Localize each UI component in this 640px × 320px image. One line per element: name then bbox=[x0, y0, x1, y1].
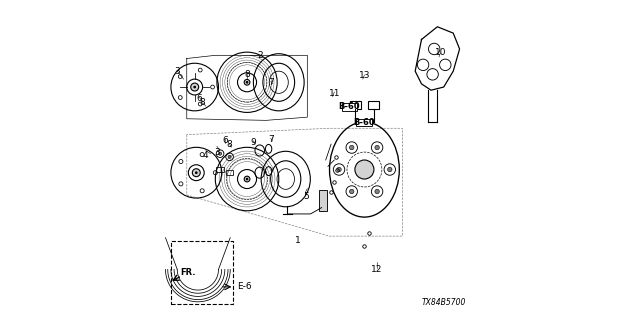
Bar bbox=[216, 167, 224, 172]
Text: 7: 7 bbox=[268, 135, 274, 144]
Text: TX84B5700: TX84B5700 bbox=[422, 298, 466, 307]
Circle shape bbox=[228, 155, 231, 158]
Text: 4: 4 bbox=[203, 151, 209, 160]
Text: 12: 12 bbox=[371, 265, 383, 274]
Text: 13: 13 bbox=[358, 71, 370, 80]
Text: 5: 5 bbox=[303, 192, 308, 201]
Circle shape bbox=[246, 178, 248, 180]
Circle shape bbox=[375, 145, 380, 150]
Circle shape bbox=[349, 189, 354, 194]
Text: B-60: B-60 bbox=[353, 118, 375, 127]
Text: 1: 1 bbox=[295, 236, 301, 245]
Circle shape bbox=[192, 169, 200, 177]
Text: 9: 9 bbox=[250, 138, 256, 147]
Circle shape bbox=[337, 167, 341, 172]
Bar bbox=[171, 241, 233, 304]
Circle shape bbox=[246, 82, 248, 83]
Bar bbox=[342, 103, 356, 110]
Text: 11: 11 bbox=[328, 89, 340, 98]
Text: 6: 6 bbox=[196, 94, 202, 103]
Circle shape bbox=[355, 160, 374, 179]
Text: 8: 8 bbox=[200, 99, 205, 108]
Circle shape bbox=[194, 86, 195, 88]
Text: E-6: E-6 bbox=[237, 282, 252, 292]
Bar bbox=[356, 119, 372, 126]
Circle shape bbox=[244, 79, 250, 85]
Text: 10: 10 bbox=[435, 48, 446, 57]
Circle shape bbox=[218, 152, 221, 155]
Text: 3: 3 bbox=[214, 148, 220, 156]
Circle shape bbox=[388, 167, 392, 172]
Circle shape bbox=[195, 172, 197, 173]
Text: 2: 2 bbox=[257, 51, 262, 60]
Text: 6: 6 bbox=[222, 136, 228, 146]
Bar bbox=[350, 101, 361, 109]
Circle shape bbox=[244, 176, 250, 182]
Bar bbox=[367, 101, 379, 109]
Text: B-60: B-60 bbox=[339, 102, 360, 111]
Bar bbox=[319, 190, 327, 211]
Text: 3: 3 bbox=[174, 67, 180, 76]
Circle shape bbox=[375, 189, 380, 194]
Text: FR.: FR. bbox=[180, 268, 196, 277]
Bar bbox=[226, 170, 234, 175]
Text: 7: 7 bbox=[268, 78, 274, 87]
Circle shape bbox=[349, 145, 354, 150]
Text: 8: 8 bbox=[244, 70, 250, 79]
Text: 8: 8 bbox=[227, 140, 232, 148]
Circle shape bbox=[191, 83, 198, 91]
